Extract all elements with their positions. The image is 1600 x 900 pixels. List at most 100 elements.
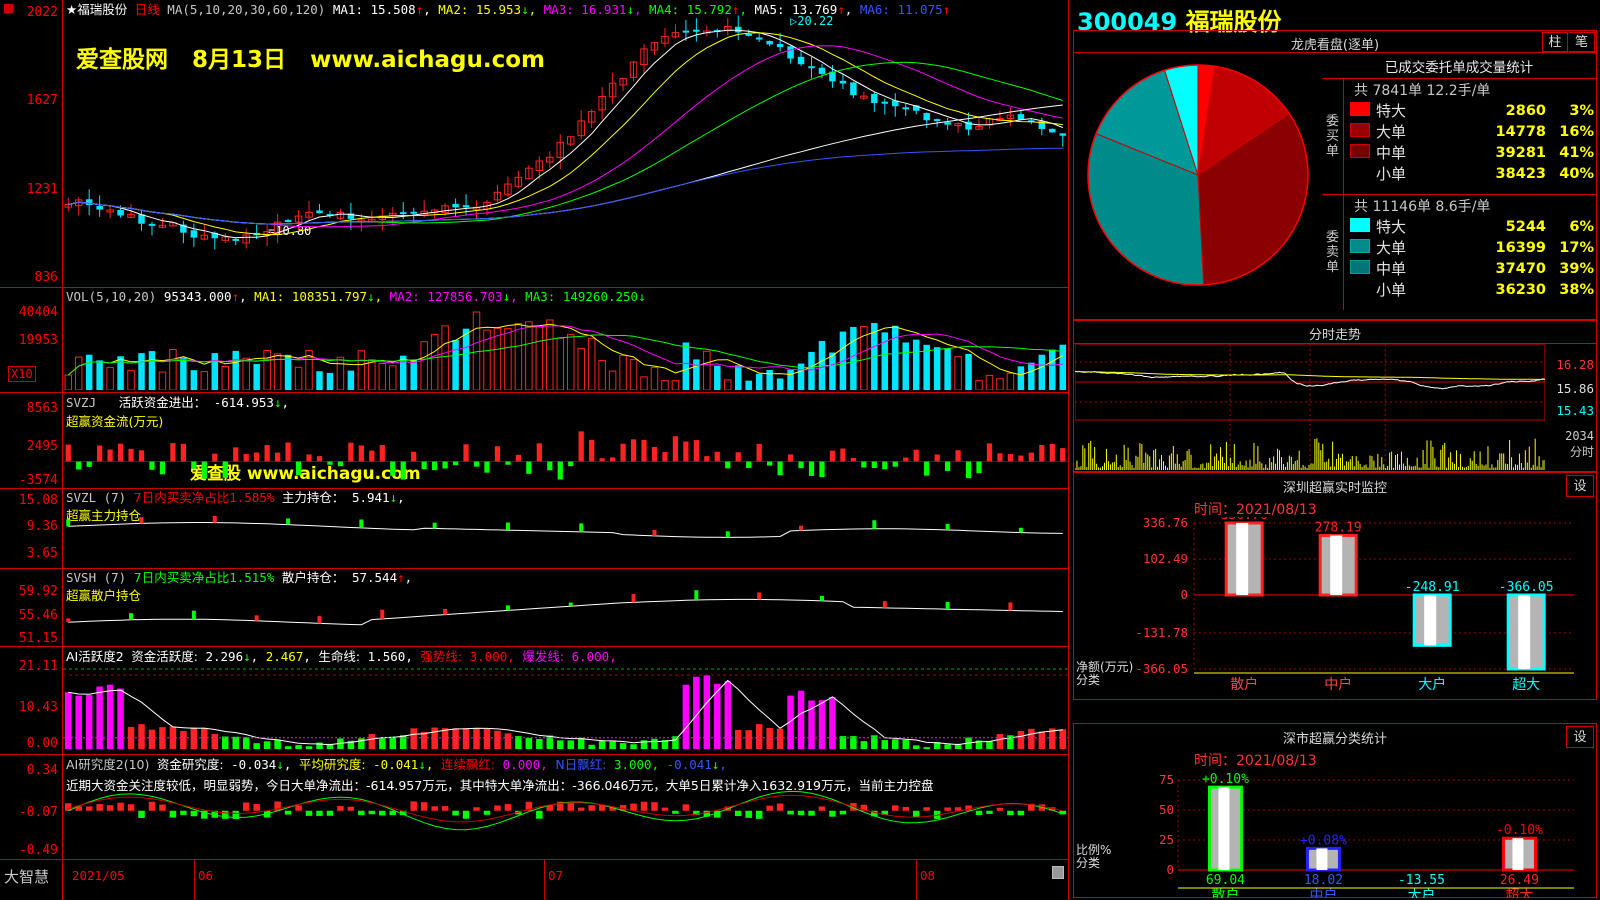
svsh-panel[interactable]: SVSH (7) 7日内买卖净占比1.515% 散户持仓： 57.544↑, 超… (0, 569, 1068, 647)
svg-text:-131.78: -131.78 (1135, 625, 1188, 640)
ma5-label: MA5: (754, 2, 785, 17)
longhu-pie-chart (1087, 64, 1309, 286)
ai-activity-f1-value: 2.296 (205, 649, 244, 664)
date-tick-1: 06 (198, 868, 214, 883)
buy-row-1-pct: 16% (1559, 123, 1594, 140)
buy-row-3-pct: 40% (1559, 165, 1594, 182)
ma6-label: MA6: (859, 2, 890, 17)
svzj-panel[interactable]: SVZJ 活跃资金进出： -614.953↓, 超赢资金流(万元) 8563 2… (0, 393, 1068, 489)
ai-activity-f2-value: 2.467 (265, 649, 304, 664)
svzj-axis-1: 2495 (26, 439, 58, 454)
sell-row-1-name: 大单 (1376, 239, 1407, 257)
table-row[interactable]: 小单 38423 40% (1348, 163, 1596, 184)
intraday-axis-high: 16.28 (1556, 357, 1594, 372)
vol-ma1-value: 108351.797 (291, 289, 368, 304)
kline-panel[interactable]: ★福瑞股份 日线 MA(5,10,20,30,60,120) MA1: 15.5… (0, 0, 1068, 288)
ai-activity-burst-label: 爆发线: (522, 649, 565, 664)
price-axis-3: 836 (34, 270, 58, 285)
svzj-label: 活跃资金进出： (118, 395, 207, 410)
svsh-canvas (66, 590, 1063, 626)
ai-study-header: AI研究度2(10) 资金研究度: -0.034↓, 平均研究度: -0.041… (66, 757, 727, 772)
buy-side-label: 委买单 (1325, 114, 1339, 159)
table-row[interactable]: 特大 5244 6% (1348, 216, 1596, 237)
classify-panel[interactable]: 深市超赢分类统计 设 时间：2021/08/13 75 50 25 0 +0.10% 69… (1073, 723, 1597, 898)
svg-text:大户: 大户 (1407, 887, 1435, 898)
ai-activity-life-label: 生命线: (318, 649, 361, 664)
longhu-panel[interactable]: 龙虎看盘(逐单) 柱 笔 已成交委托单成交量统计 委买单 共 7841单 1 (1073, 30, 1597, 320)
sell-block: 委卖单 共 11146单 8.6手/单 特大 5244 6% (1322, 195, 1596, 310)
volume-panel[interactable]: VOL(5,10,20) 95343.000↑, MA1: 108351.797… (0, 288, 1068, 393)
sell-row-0-name: 特大 (1376, 218, 1407, 236)
buy-row-3-count: 38423 (1495, 165, 1546, 182)
ma3-arrow: ↓ (626, 2, 634, 17)
svsh-axis-0: 59.92 (18, 584, 58, 599)
table-row[interactable]: 大单 14778 16% (1348, 121, 1596, 142)
ai-study-f5-value: -0.041 (666, 757, 712, 772)
ai-study-panel[interactable]: AI研究度2(10) 资金研究度: -0.034↓, 平均研究度: -0.041… (0, 755, 1068, 860)
ma1-arrow: ↑ (415, 2, 424, 17)
svzl-canvas (66, 516, 1063, 538)
intraday-panel[interactable]: 分时走势 16.28 15.86 15.43 2034 分时 (1073, 320, 1597, 472)
svsh-ratio-label: 7日内买卖净占比 (133, 570, 230, 585)
ai-activity-strong-label: 强势线: (420, 649, 463, 664)
monitor-canvas: 336.76 102.49 0 -131.78 -366.05 336.76 散户 278.1… (1135, 517, 1574, 693)
ai-activity-axis-1: 10.43 (18, 700, 58, 715)
svzl-ratio-value: 1.585% (229, 490, 275, 505)
right-stock-title: 300049 福瑞股份 (1077, 2, 1282, 37)
price-axis-0: 2022 (26, 5, 58, 20)
svg-text:中户: 中户 (1324, 676, 1352, 693)
kline-canvas (64, 15, 1067, 250)
svg-text:散户: 散户 (1230, 676, 1258, 693)
sell-row-1-count: 16399 (1495, 239, 1546, 256)
svg-text:102.49: 102.49 (1143, 551, 1188, 566)
monitor-set-button[interactable]: 设 (1566, 475, 1594, 497)
svg-text:-366.05: -366.05 (1499, 580, 1554, 595)
monitor-ylabel: 净额(万元) 分类 (1076, 660, 1134, 687)
right-panel: 300049 福瑞股份 龙虎看盘(逐单) 柱 笔 已成交委托单成交量统计 (1068, 0, 1600, 900)
ai-activity-code: AI活跃度2 (66, 649, 124, 664)
tab-bi[interactable]: 笔 (1569, 32, 1595, 52)
ai-study-commentary: 近期大资金关注度较低，明显弱势，今日大单净流出：-614.957万元，其中特大单… (66, 778, 934, 793)
ai-activity-f1-label: 资金活跃度: (131, 649, 198, 664)
ai-activity-header: AI活跃度2 资金活跃度: 2.296↓, 2.467, 生命线: 1.560,… (66, 649, 617, 664)
table-row[interactable]: 大单 16399 17% (1348, 237, 1596, 258)
svg-text:69.04: 69.04 (1206, 873, 1245, 888)
table-row[interactable]: 中单 37470 39% (1348, 258, 1596, 279)
table-row[interactable]: 中单 39281 41% (1348, 142, 1596, 163)
buy-row-3-name: 小单 (1376, 165, 1407, 183)
svsh-hold-value: 57.544 (351, 570, 398, 585)
buy-row-1-name: 大单 (1376, 123, 1407, 141)
ma1-value: 15.508 (370, 2, 416, 17)
order-stats-title: 已成交委托单成交量统计 (1384, 60, 1534, 76)
ma3-value: 16.931 (581, 2, 627, 17)
ai-activity-canvas (63, 668, 1068, 749)
app-name: 大智慧 (4, 868, 50, 886)
svg-text:75: 75 (1159, 772, 1174, 787)
ma4-value: 15.792 (686, 2, 732, 17)
table-row[interactable]: 小单 36230 38% (1348, 279, 1596, 300)
ma2-label: MA2: (438, 2, 469, 17)
svzj-axis-0: 8563 (26, 401, 58, 416)
intraday-vol-label: 2034 (1565, 429, 1594, 443)
ai-study-f3-value: 0.000 (502, 757, 541, 772)
vol-axis-1: 19953 (18, 333, 58, 348)
monitor-time: 时间：2021/08/13 (1194, 502, 1317, 518)
svzl-axis-0: 15.08 (18, 493, 58, 508)
svg-text:0: 0 (1180, 587, 1188, 602)
intraday-title: 分时走势 (1308, 328, 1361, 343)
svg-text:大户: 大户 (1418, 676, 1446, 693)
vol-axis-multiplier: X10 (8, 366, 36, 382)
svg-text:0: 0 (1166, 862, 1174, 877)
lock-icon[interactable] (1052, 866, 1064, 879)
ai-activity-panel[interactable]: AI活跃度2 资金活跃度: 2.296↓, 2.467, 生命线: 1.560,… (0, 647, 1068, 755)
svzl-panel[interactable]: SVZL (7) 7日内买卖净占比1.585% 主力持仓： 5.941↓, 超赢… (0, 489, 1068, 569)
classify-set-button[interactable]: 设 (1566, 726, 1594, 748)
date-tick-0: 2021/05 (72, 868, 125, 883)
table-row[interactable]: 特大 2860 3% (1348, 100, 1596, 121)
svsh-sub: 超赢散户持仓 (66, 588, 142, 603)
volume-header: VOL(5,10,20) 95343.000↑, MA1: 108351.797… (66, 289, 646, 304)
monitor-panel[interactable]: 深圳超赢实时监控 设 时间：2021/08/13 336.76 102.49 0 -1… (1073, 472, 1597, 700)
buy-row-2-count: 39281 (1495, 144, 1546, 161)
svg-text:超大: 超大 (1505, 888, 1533, 898)
tab-zhu[interactable]: 柱 (1542, 32, 1568, 52)
